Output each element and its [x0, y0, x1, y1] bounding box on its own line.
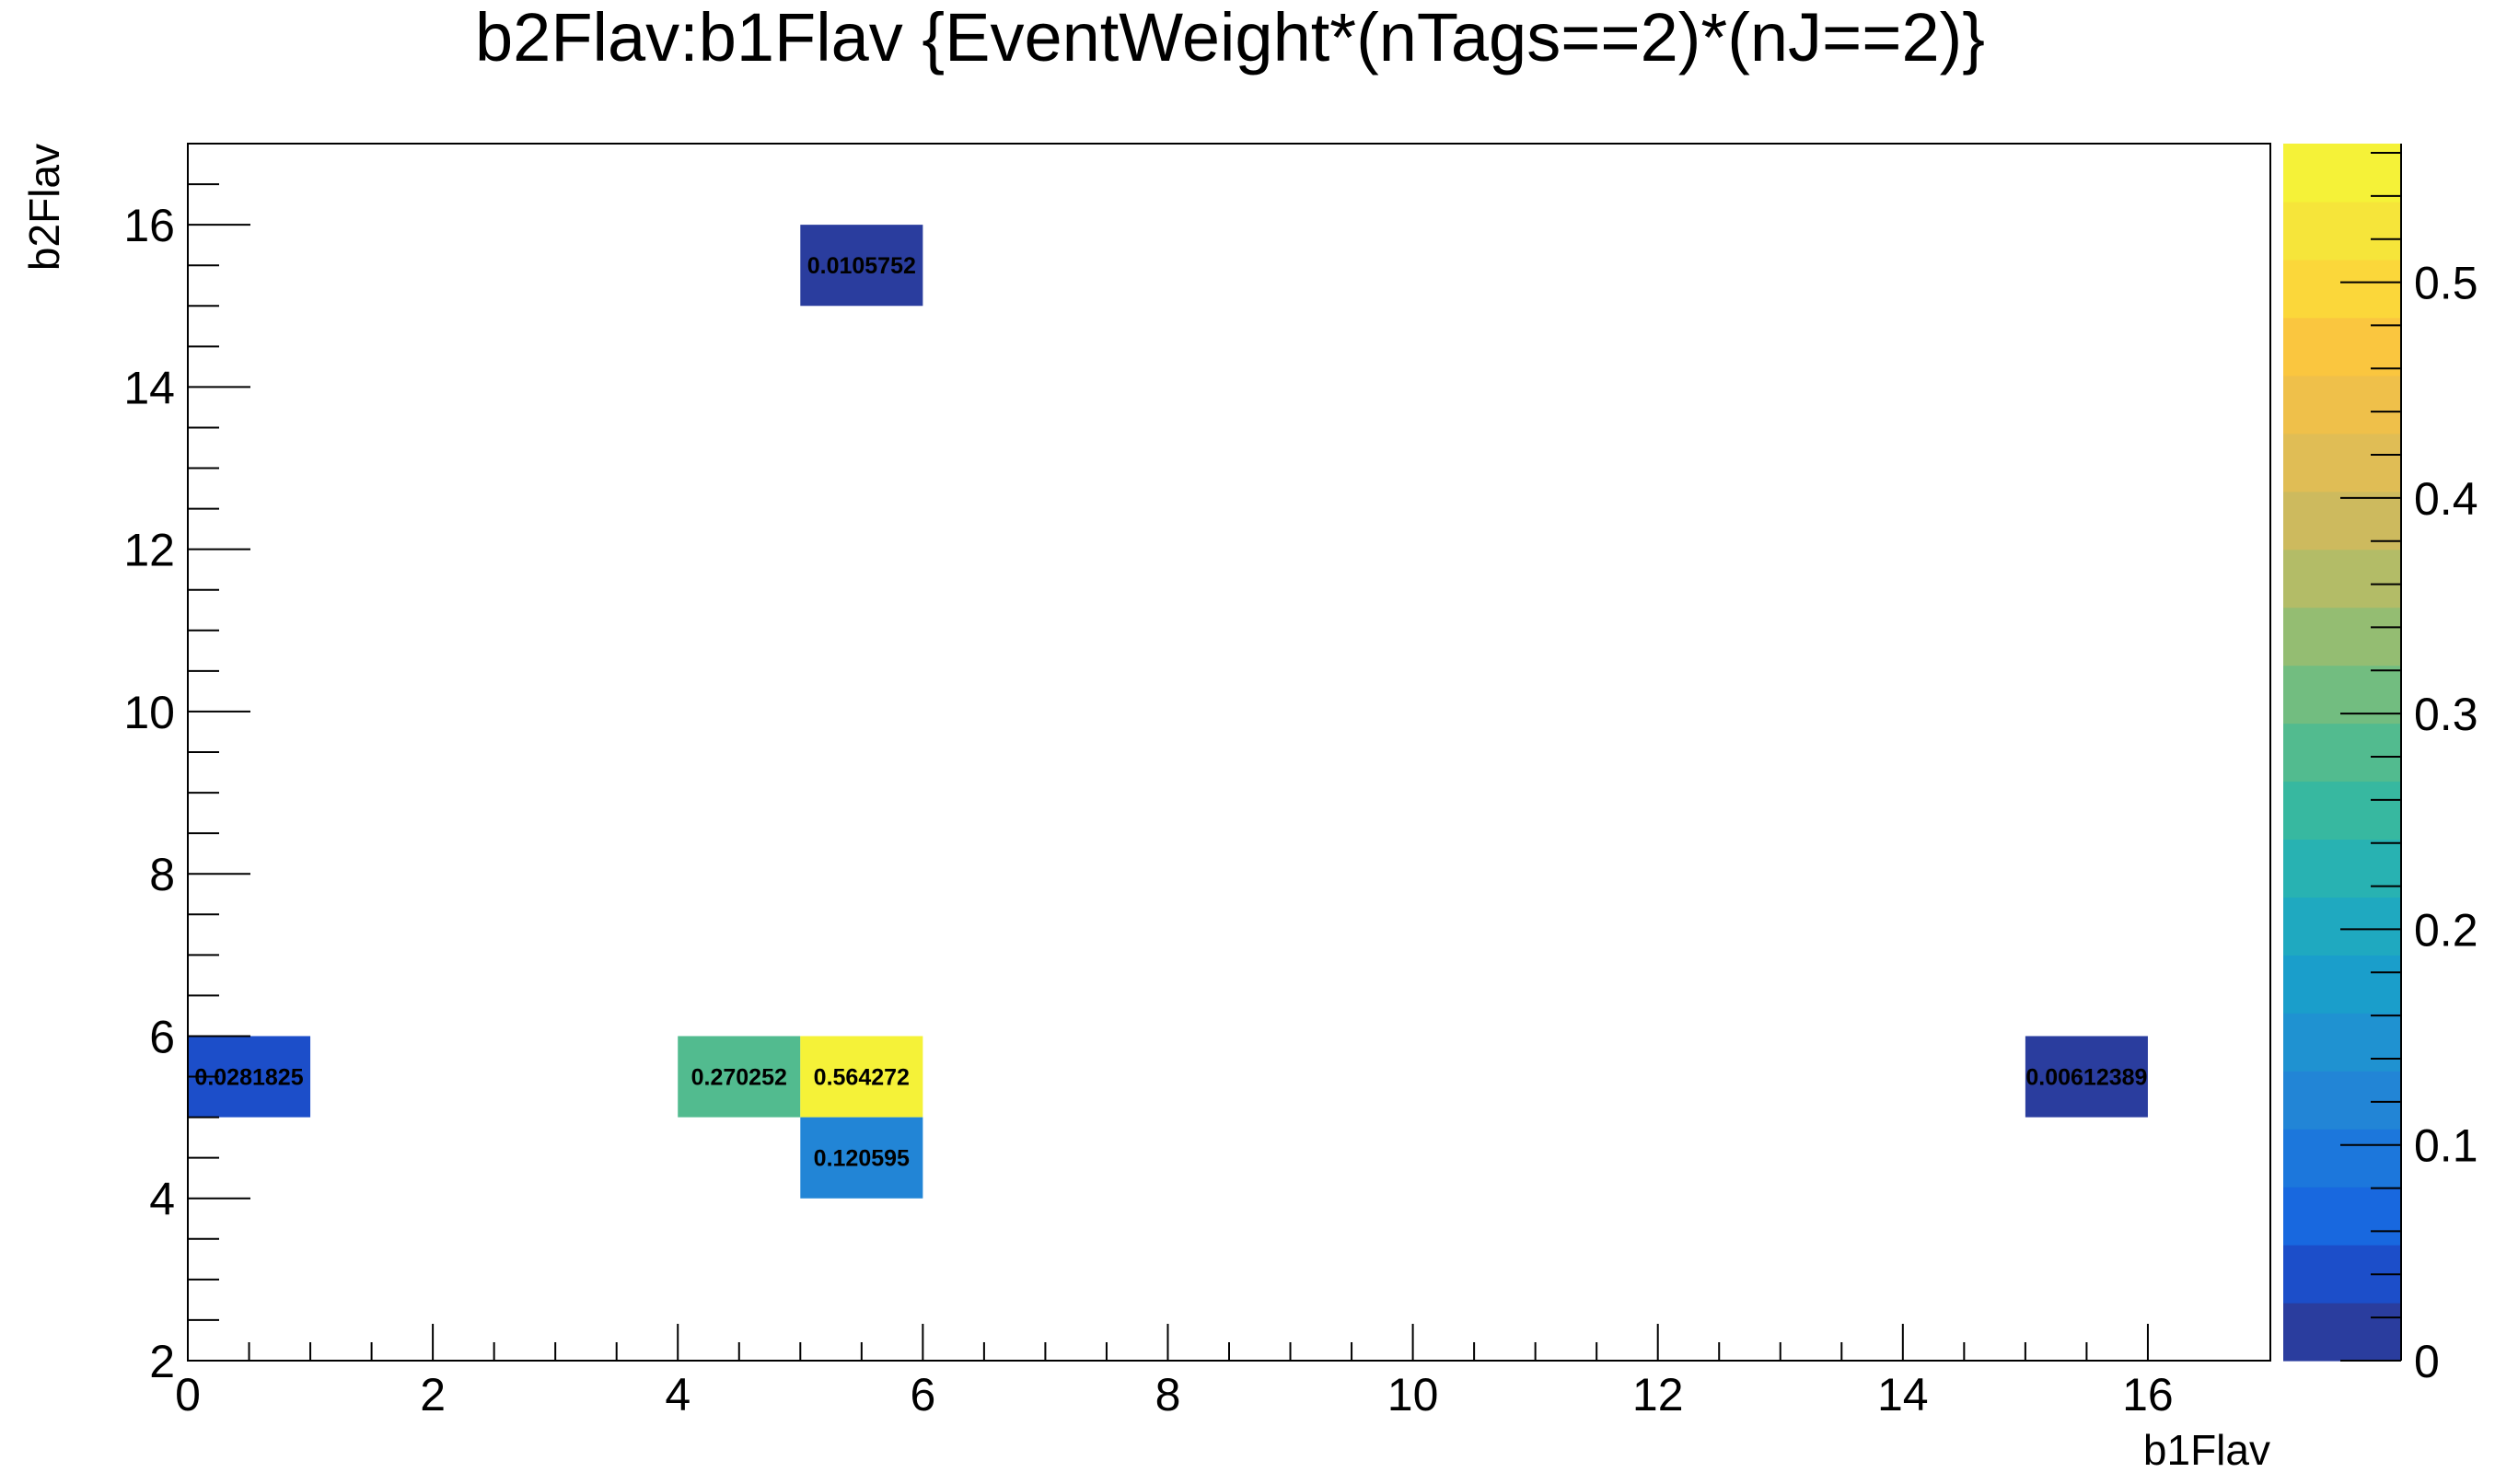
cell-value-label: 0.120595	[814, 1146, 910, 1172]
x-tick-label: 12	[1632, 1369, 1684, 1420]
y-tick-label: 4	[149, 1174, 175, 1225]
y-tick-label: 2	[149, 1336, 175, 1387]
y-tick-label: 10	[123, 687, 175, 738]
color-scale-band	[2283, 549, 2401, 609]
cell-value-label: 0.564272	[814, 1065, 910, 1091]
color-scale-band	[2283, 955, 2401, 1014]
x-tick-label: 16	[2122, 1369, 2174, 1420]
color-scale-tick-label: 0.3	[2414, 689, 2478, 740]
x-tick-label: 2	[420, 1369, 446, 1420]
x-axis: 0 2 4 6 8 10 12 14 16	[175, 1324, 2174, 1420]
color-scale-band	[2283, 1303, 2401, 1362]
cell-value-label: 0.0105752	[807, 253, 916, 279]
color-scale	[2283, 144, 2401, 1362]
chart-title: b2Flav:b1Flav {EventWeight*(nTags==2)*(n…	[475, 0, 1985, 75]
cell-value-label: 0.270252	[691, 1065, 787, 1091]
color-scale-band	[2283, 1129, 2401, 1188]
color-scale-band	[2283, 317, 2401, 377]
y-tick-label: 8	[149, 849, 175, 900]
color-scale-band	[2283, 897, 2401, 956]
color-scale-band	[2283, 839, 2401, 898]
x-tick-label: 4	[665, 1369, 690, 1420]
color-scale-band	[2283, 781, 2401, 841]
color-scale-band	[2283, 491, 2401, 551]
color-scale-tick-label: 0.5	[2414, 258, 2478, 309]
heatmap-cell-labels: 0.0281825 0.270252 0.5642720.1205950.01057…	[194, 253, 2147, 1171]
color-scale-band	[2283, 1187, 2401, 1246]
heatmap-cell	[800, 1117, 923, 1199]
cell-value-label: 0.00612389	[2025, 1065, 2147, 1091]
x-axis-title: b1Flav	[2143, 1426, 2270, 1474]
heatmap-cell	[800, 1036, 923, 1118]
y-axis-title: b2Flav	[20, 144, 68, 271]
color-scale-band	[2283, 259, 2401, 319]
color-scale-band	[2283, 433, 2401, 493]
x-tick-label: 6	[910, 1369, 935, 1420]
color-scale-tick-label: 0.2	[2414, 904, 2478, 956]
heatmap-cell	[2025, 1036, 2148, 1118]
color-scale-band	[2283, 723, 2401, 783]
x-tick-label: 14	[1877, 1369, 1929, 1420]
heatmap-cells	[188, 225, 2148, 1199]
color-scale-band	[2283, 201, 2401, 261]
color-scale-band	[2283, 665, 2401, 725]
color-scale-band	[2283, 1013, 2401, 1072]
color-scale-band	[2283, 375, 2401, 435]
x-tick-label: 8	[1155, 1369, 1181, 1420]
y-tick-label: 16	[123, 200, 175, 251]
color-scale-axis: 0 0.1 0.2 0.3 0.4 0.5	[2340, 144, 2478, 1387]
color-scale-tick-label: 0.4	[2414, 473, 2478, 525]
color-scale-band	[2283, 607, 2401, 667]
x-tick-label: 0	[175, 1369, 201, 1420]
y-tick-label: 12	[123, 525, 175, 576]
color-scale-band	[2283, 1071, 2401, 1130]
heatmap-cell	[800, 225, 923, 307]
y-tick-label: 6	[149, 1011, 175, 1062]
color-scale-tick-label: 0.1	[2414, 1120, 2478, 1172]
color-scale-tick-label: 0	[2414, 1336, 2440, 1387]
y-tick-label: 14	[123, 362, 175, 413]
heatmap-cell	[678, 1036, 801, 1118]
y-axis: 2 4 6 8 10 12 14 16	[123, 143, 250, 1387]
plot-frame	[187, 143, 2271, 1362]
x-tick-label: 10	[1387, 1369, 1439, 1420]
